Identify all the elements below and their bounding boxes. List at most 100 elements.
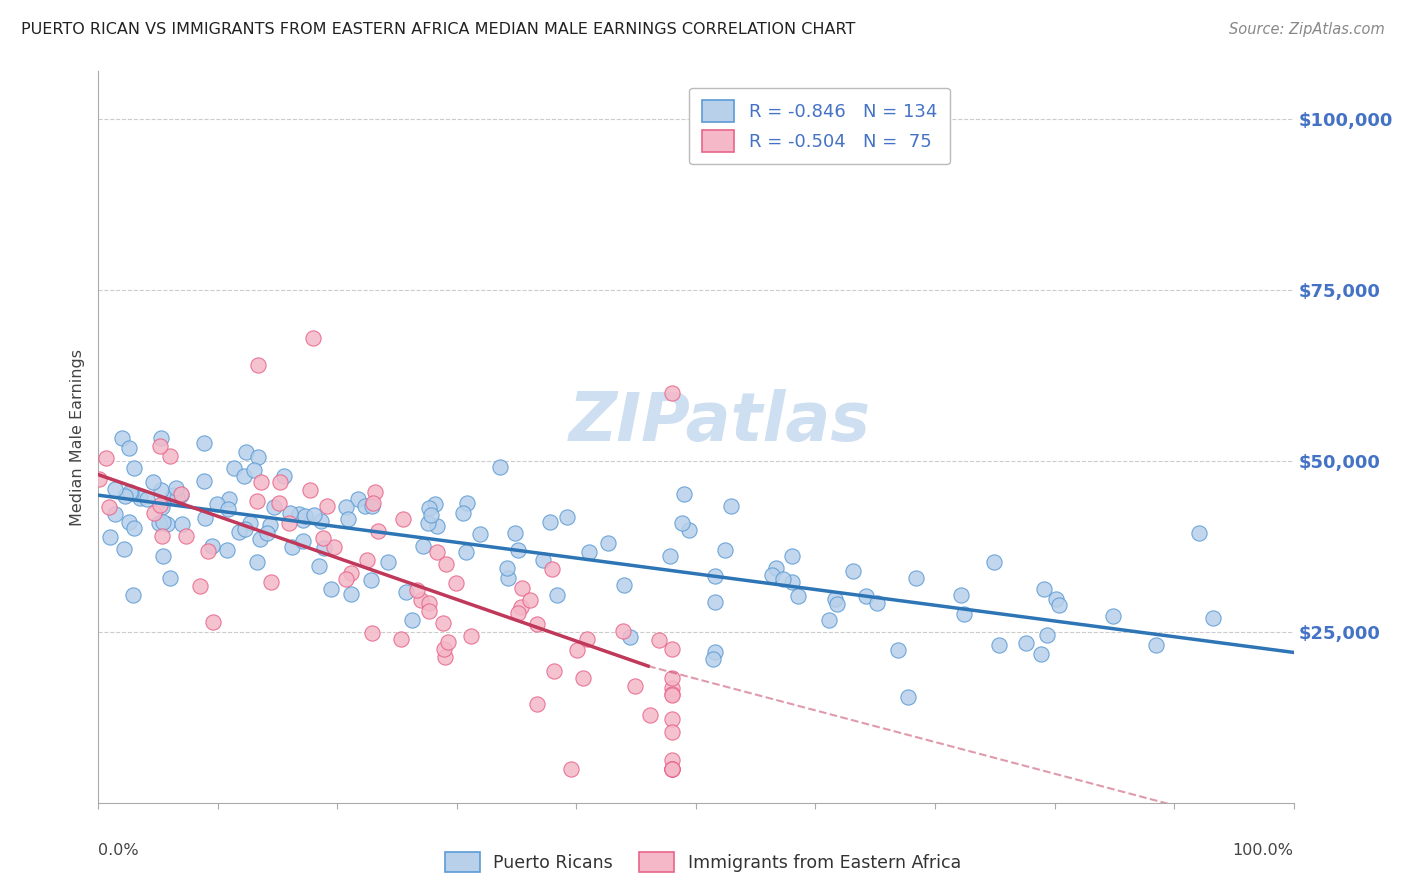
Point: [336, 512, 359, 526]
Point: [817, 613, 839, 627]
Point: [193, 474, 215, 488]
Point: [401, 613, 423, 627]
Point: [704, 595, 727, 609]
Point: [1102, 609, 1125, 624]
Point: [672, 487, 695, 501]
Point: [135, 491, 157, 506]
Point: [496, 570, 519, 584]
Point: [704, 568, 727, 582]
Point: [162, 488, 184, 502]
Point: [661, 672, 683, 686]
Point: [661, 762, 683, 776]
Point: [304, 508, 326, 522]
Point: [361, 496, 384, 510]
Point: [159, 571, 181, 585]
Point: [197, 544, 219, 558]
Point: [565, 643, 588, 657]
Point: [277, 516, 299, 531]
Point: [661, 712, 683, 726]
Point: [364, 485, 387, 500]
Point: [596, 536, 619, 550]
Point: [281, 541, 304, 555]
Point: [156, 517, 179, 532]
Point: [661, 762, 683, 776]
Point: [246, 494, 269, 508]
Point: [827, 598, 849, 612]
Point: [661, 687, 683, 701]
Point: [263, 500, 285, 514]
Point: [249, 475, 271, 490]
Point: [1188, 526, 1211, 541]
Point: [118, 485, 141, 500]
Point: [1015, 635, 1038, 649]
Point: [170, 486, 193, 500]
Point: [432, 616, 454, 631]
Point: [780, 549, 803, 563]
Point: [489, 460, 512, 475]
Point: [217, 502, 239, 516]
Point: [661, 753, 683, 767]
Text: 100.0%: 100.0%: [1233, 843, 1294, 858]
Point: [426, 519, 449, 533]
Point: [97, 500, 120, 514]
Point: [509, 600, 531, 615]
Point: [121, 588, 143, 602]
Point: [451, 506, 474, 520]
Point: [124, 520, 146, 534]
Point: [143, 506, 166, 520]
Point: [496, 561, 519, 575]
Point: [242, 463, 264, 477]
Y-axis label: Median Male Earnings: Median Male Earnings: [70, 349, 86, 525]
Point: [367, 524, 389, 539]
Point: [142, 475, 165, 489]
Point: [454, 544, 477, 558]
Point: [555, 509, 578, 524]
Point: [188, 579, 211, 593]
Point: [433, 642, 456, 657]
Legend: R = -0.846   N = 134, R = -0.504   N =  75: R = -0.846 N = 134, R = -0.504 N = 75: [689, 87, 950, 164]
Point: [519, 592, 541, 607]
Point: [647, 633, 669, 648]
Point: [841, 564, 863, 578]
Point: [508, 607, 530, 621]
Point: [288, 507, 311, 521]
Point: [510, 581, 533, 595]
Point: [720, 499, 742, 513]
Point: [418, 516, 440, 530]
Point: [395, 585, 418, 599]
Point: [292, 513, 315, 527]
Point: [118, 515, 141, 529]
Point: [235, 522, 257, 536]
Point: [235, 445, 257, 459]
Point: [824, 591, 846, 606]
Point: [361, 626, 384, 640]
Point: [433, 650, 456, 665]
Point: [405, 583, 427, 598]
Point: [886, 643, 908, 657]
Point: [232, 468, 254, 483]
Point: [159, 449, 181, 463]
Point: [661, 641, 683, 656]
Point: [149, 499, 172, 513]
Point: [661, 762, 683, 776]
Point: [780, 575, 803, 590]
Point: [260, 574, 283, 589]
Point: [174, 529, 197, 543]
Point: [983, 555, 1005, 569]
Point: [425, 497, 447, 511]
Point: [340, 566, 363, 580]
Point: [201, 540, 224, 554]
Point: [323, 540, 346, 554]
Point: [321, 582, 343, 596]
Point: [314, 541, 336, 555]
Point: [702, 652, 724, 666]
Point: [170, 488, 193, 502]
Point: [112, 541, 135, 556]
Point: [346, 492, 368, 507]
Point: [661, 385, 683, 400]
Point: [389, 632, 412, 646]
Point: [259, 517, 281, 532]
Point: [149, 431, 172, 445]
Text: ZIPatlas: ZIPatlas: [569, 390, 870, 456]
Point: [671, 516, 693, 530]
